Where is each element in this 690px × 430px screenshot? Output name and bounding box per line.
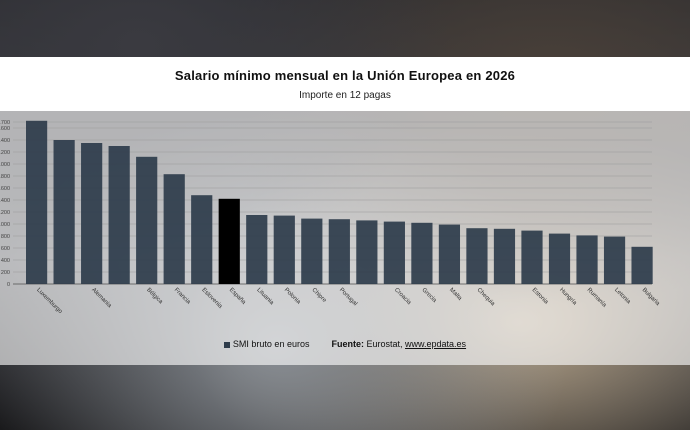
- source-key: Fuente:: [331, 339, 364, 349]
- y-tick-label: 1.000: [0, 222, 10, 228]
- bar: [356, 220, 378, 284]
- chart-title: Salario mínimo mensual en la Unión Europ…: [174, 68, 516, 83]
- y-tick-label: 1.400: [0, 198, 10, 204]
- legend-swatch: [223, 341, 230, 348]
- bar: [163, 174, 185, 284]
- y-tick-label: 0: [7, 282, 10, 288]
- x-tick-label: España: [228, 287, 247, 306]
- x-tick-label: Polonia: [283, 287, 302, 306]
- x-tick-label: Chipre: [310, 287, 327, 304]
- x-tick-label: Bélgica: [145, 287, 164, 306]
- legend-series-label: SMI bruto en euros: [232, 339, 310, 349]
- x-tick-label: Francia: [173, 287, 192, 306]
- y-tick-label: 1.200: [0, 210, 10, 216]
- y-tick-label: 200: [1, 270, 10, 276]
- bar: [411, 222, 433, 284]
- bar: [438, 224, 461, 284]
- y-tick-label: 400: [1, 258, 10, 264]
- bar: [493, 228, 516, 284]
- x-tick-label: Malta: [448, 287, 463, 302]
- bar: [521, 230, 543, 284]
- y-tick-label: 600: [1, 246, 10, 252]
- x-tick-label: Eslovenia: [200, 287, 223, 310]
- x-tick-label: Hungría: [558, 287, 578, 307]
- bar: [603, 236, 626, 284]
- source-link[interactable]: www.epdata.es: [405, 339, 467, 349]
- x-tick-label: Estonia: [531, 287, 550, 306]
- y-tick-label: 2.000: [0, 162, 10, 168]
- bar: [81, 143, 103, 284]
- y-tick-label: 2.200: [0, 150, 10, 156]
- y-tick-label: 1.800: [0, 174, 10, 180]
- x-tick-label: Portugal: [338, 287, 358, 307]
- x-tick-label: Chequia: [476, 287, 497, 308]
- bar: [576, 235, 598, 284]
- x-tick-label: Lituania: [255, 287, 275, 307]
- chart-subtitle: Importe en 12 pagas: [299, 90, 391, 101]
- x-tick-label: Luxemburgo: [35, 287, 63, 315]
- y-tick-label: 1.600: [0, 186, 10, 192]
- title-panel: [0, 57, 690, 111]
- x-tick-label: Rumanía: [586, 287, 608, 309]
- bar: [631, 246, 653, 284]
- legend: SMI bruto en euros Fuente: Eurostat, www.…: [0, 339, 690, 349]
- source-text: Eurostat,: [366, 339, 406, 349]
- bar: [383, 221, 405, 284]
- bar: [301, 218, 323, 284]
- y-tick-label: 800: [1, 234, 10, 240]
- x-tick-label: Croacia: [393, 287, 412, 306]
- bar: [273, 215, 295, 284]
- bar: [53, 140, 75, 284]
- x-tick-label: Bulgaria: [641, 287, 661, 307]
- x-tick-label: Grecia: [420, 287, 437, 304]
- y-tick-label: 2.400: [0, 138, 10, 144]
- x-tick-label: Alemania: [90, 287, 112, 309]
- y-tick-label: 2.700: [0, 120, 10, 126]
- bar: [191, 195, 213, 284]
- y-tick-label: 2.600: [0, 126, 10, 132]
- bar: [218, 198, 240, 284]
- bar: [548, 233, 571, 284]
- bar: [466, 228, 488, 284]
- bar: [328, 219, 350, 284]
- bar: [136, 156, 158, 284]
- bar: [26, 120, 48, 284]
- bar-chart: 0 200 400 600 800 1.000 1.200 1.400 1.600 1.800 2.…: [0, 120, 661, 315]
- x-tick-label: Letonia: [613, 287, 632, 306]
- bar: [246, 215, 268, 284]
- bar: [108, 146, 130, 284]
